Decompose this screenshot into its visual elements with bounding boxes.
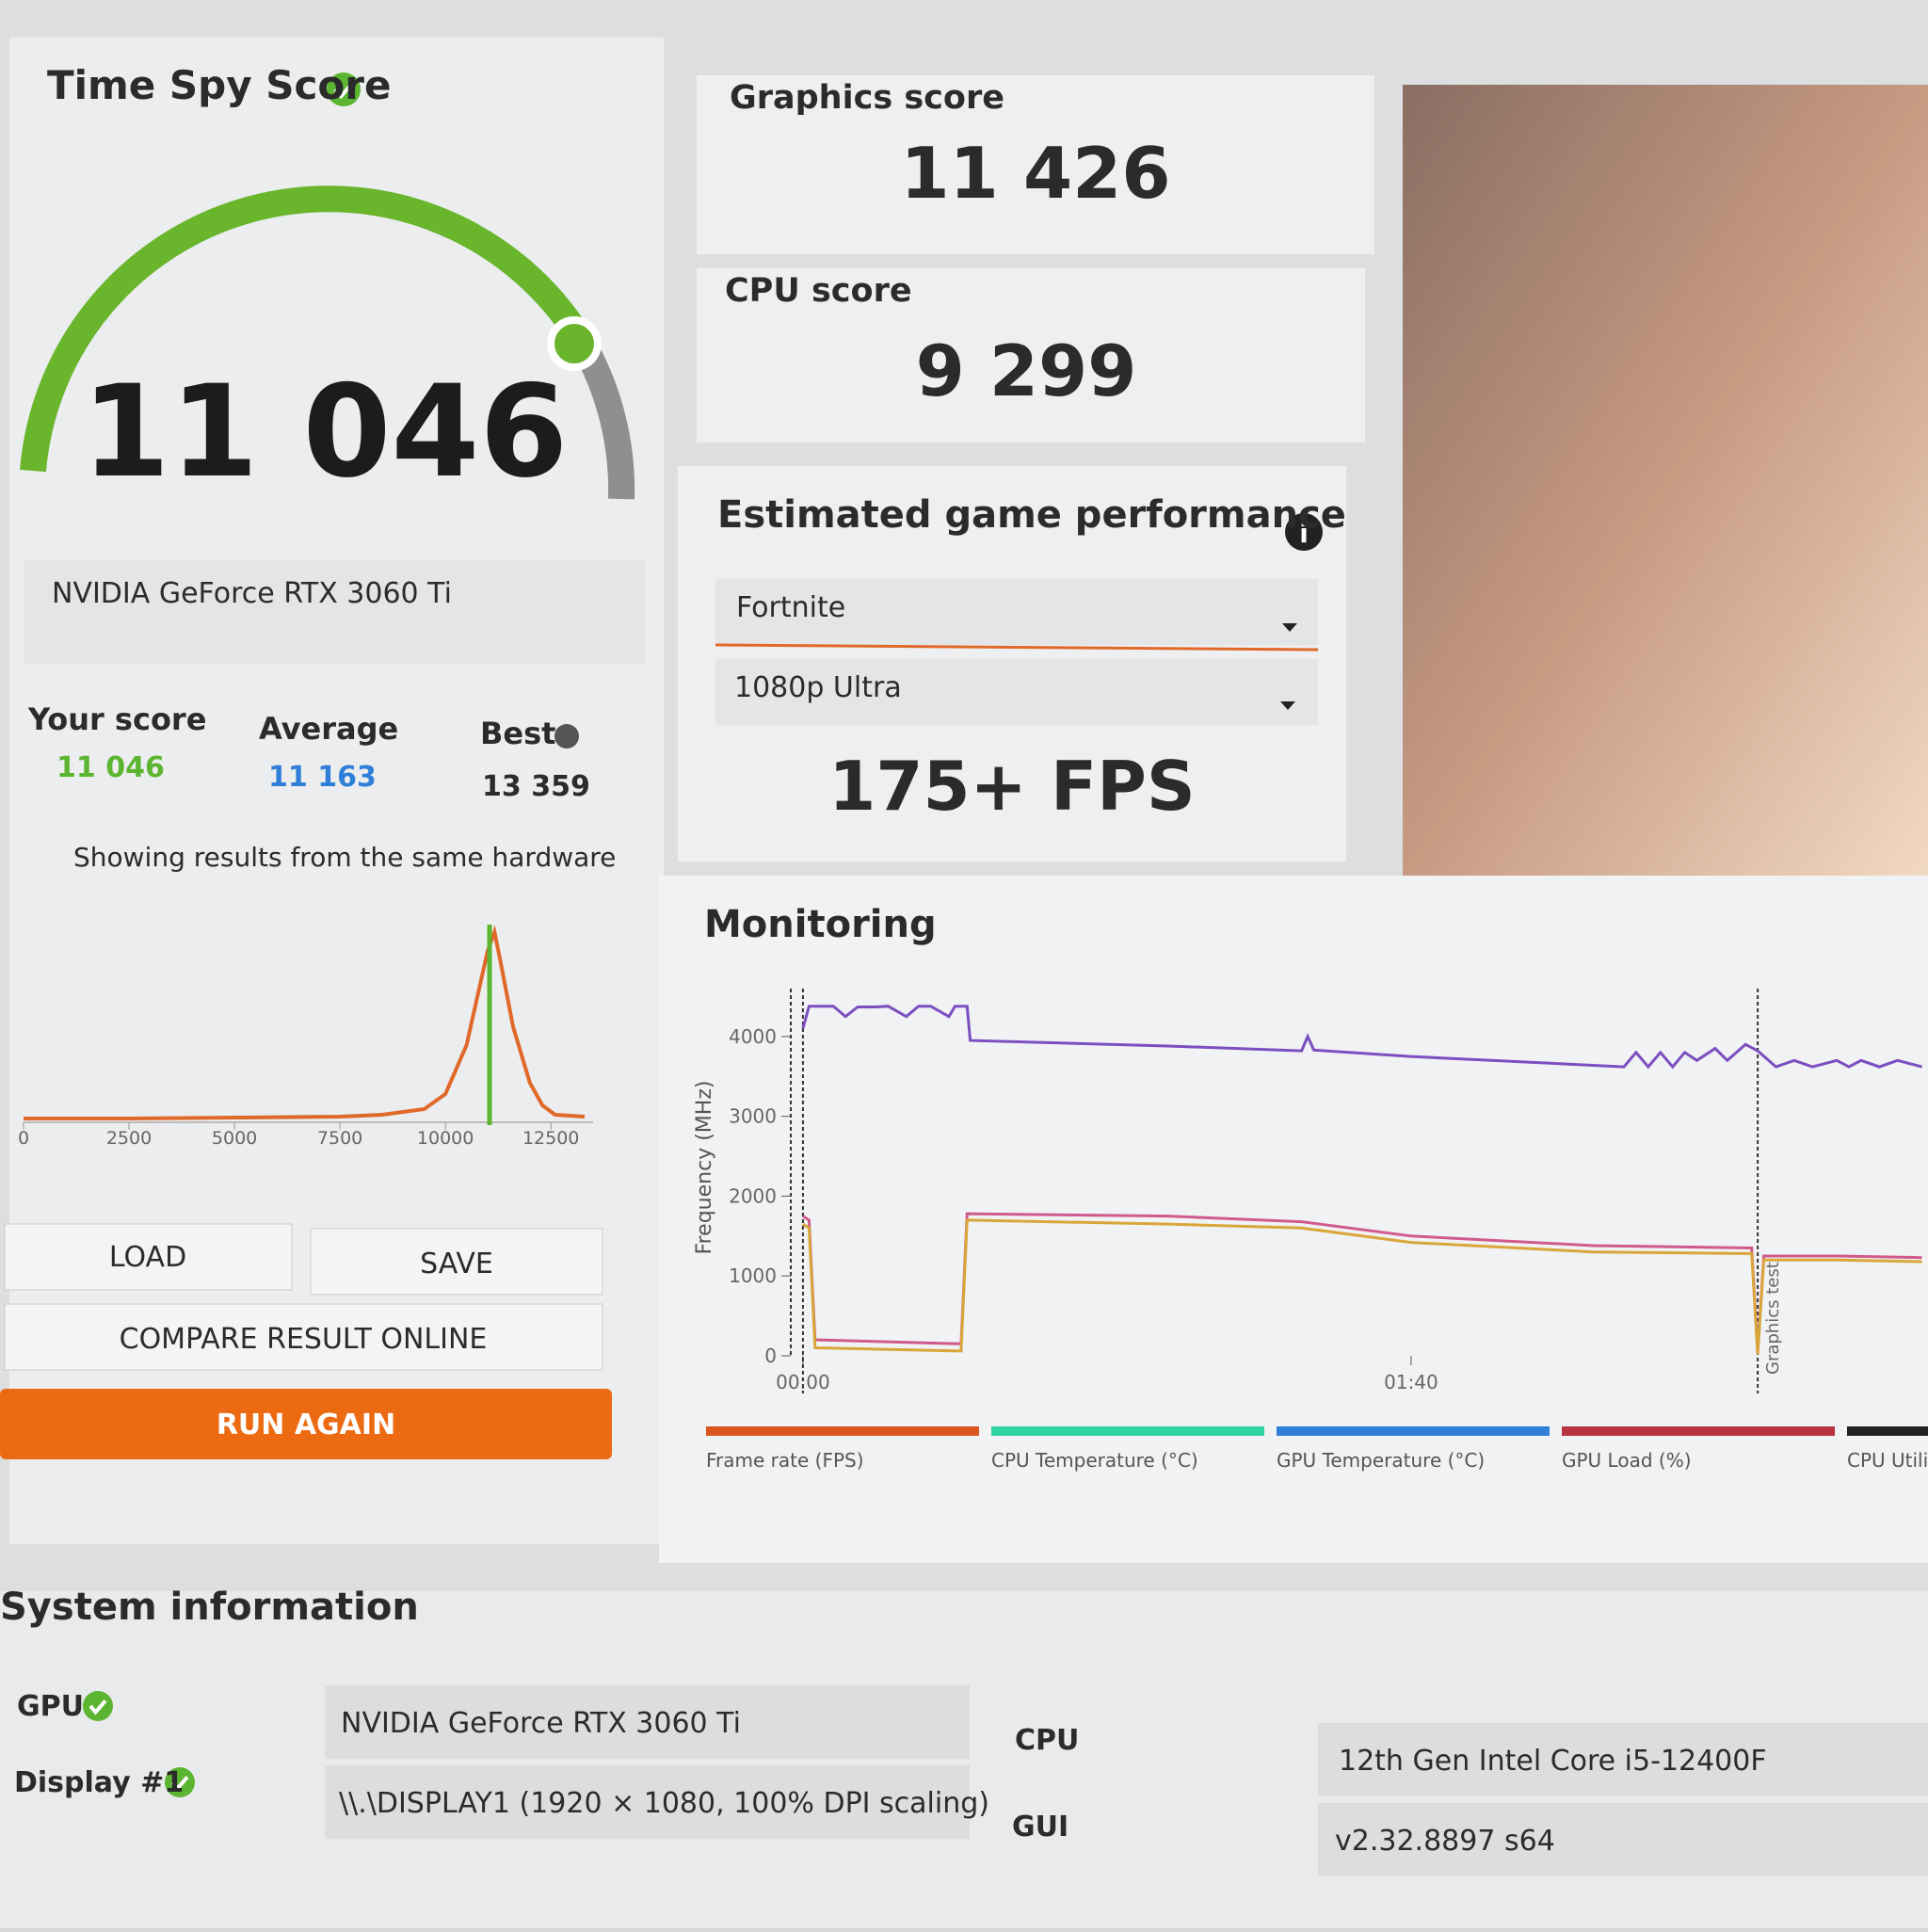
distribution-line <box>24 925 586 1120</box>
marker-label: Graphics test <box>1763 1262 1783 1375</box>
gui-label: GUI <box>1012 1811 1068 1843</box>
cpu-info-label: CPU <box>1015 1724 1079 1757</box>
legend-swatch <box>1847 1426 1928 1436</box>
game-title: Estimated game performance <box>717 493 1346 537</box>
run-again-button[interactable] <box>0 1389 612 1459</box>
load-button[interactable] <box>4 1223 293 1291</box>
cpu-value-box <box>1318 1723 1928 1796</box>
x-tick-label: 7500 <box>317 1128 362 1149</box>
gauge-knob <box>547 316 602 371</box>
display-value-box <box>325 1765 970 1839</box>
game[interactable]: Fortnite <box>736 591 845 624</box>
info-glyph: i <box>1299 518 1309 549</box>
gpu-value: NVIDIA GeForce RTX 3060 Ti <box>341 1707 741 1740</box>
check-mark <box>170 1776 189 1792</box>
cpu-label: CPU score <box>725 272 912 310</box>
info-icon[interactable] <box>1285 513 1323 551</box>
legend-label: Frame rate (FPS) <box>706 1449 864 1472</box>
gauge-arc <box>20 185 586 473</box>
legend-swatch <box>991 1426 1264 1436</box>
gpu-label: GPU <box>17 1690 84 1723</box>
legend-label: CPU Temperature (°C) <box>991 1449 1198 1472</box>
y-tick-label: 3000 <box>729 1105 777 1128</box>
best: 13 359 <box>482 770 590 803</box>
fps: 175+ FPS <box>828 747 1196 826</box>
preset-select[interactable] <box>715 659 1318 725</box>
y-tick-label: 0 <box>764 1344 777 1367</box>
legend-label: GPU Load (%) <box>1562 1449 1692 1472</box>
best-label: Best <box>480 716 555 751</box>
overall-score: 11 046 <box>82 358 569 506</box>
check-circle <box>83 1691 113 1721</box>
best-info-icon[interactable] <box>554 724 579 749</box>
monitor-line <box>801 1005 1922 1070</box>
cpu-score: 9 299 <box>916 330 1137 412</box>
legend-swatch <box>706 1426 979 1436</box>
monitor-line <box>802 1218 1922 1355</box>
y-tick-label: 4000 <box>729 1025 777 1048</box>
hardware-note: Showing results from the same hardware <box>73 842 616 873</box>
check-mark <box>333 82 354 100</box>
graphics-label: Graphics score <box>730 79 1004 117</box>
game-select[interactable] <box>715 579 1318 645</box>
game-image <box>1403 85 1928 876</box>
gpu-value-box <box>325 1685 970 1759</box>
score-title: Time Spy Score <box>47 62 391 108</box>
graphics-panel <box>697 75 1374 254</box>
compare-button[interactable] <box>4 1303 603 1371</box>
display-value: \\.\DISPLAY1 (1920 × 1080, 100% DPI scal… <box>339 1787 989 1820</box>
compare-label[interactable]: COMPARE RESULT ONLINE <box>120 1323 488 1356</box>
save-button[interactable] <box>310 1228 603 1296</box>
select-underline <box>715 643 1319 652</box>
display-label: Display #1 <box>14 1766 184 1799</box>
average: 11 163 <box>268 761 377 794</box>
x-tick-label: 5000 <box>212 1128 257 1149</box>
monitoring-panel <box>659 876 1928 1563</box>
gpu-box <box>24 560 645 664</box>
run-again-label[interactable]: RUN AGAIN <box>217 1409 395 1441</box>
graphics-score: 11 426 <box>900 132 1170 215</box>
system-title: System information <box>0 1586 419 1629</box>
check-circle <box>327 72 361 106</box>
legend-label: GPU Temperature (°C) <box>1277 1449 1485 1472</box>
legend-label: CPU Utili <box>1847 1449 1928 1472</box>
legend-swatch <box>1562 1426 1835 1436</box>
preset[interactable]: 1080p Ultra <box>734 671 902 704</box>
your-score: 11 046 <box>56 751 165 784</box>
x-tick-label: 10000 <box>417 1128 474 1149</box>
check-icons <box>83 72 361 1797</box>
legend-swatch <box>1277 1426 1550 1436</box>
monitoring-title: Monitoring <box>704 903 937 946</box>
load-label[interactable]: LOAD <box>109 1241 186 1274</box>
x-tick-label: 2500 <box>106 1128 152 1149</box>
average-label: Average <box>259 711 398 747</box>
y-axis-label: Frequency (MHz) <box>693 1081 716 1255</box>
check-circle <box>165 1767 195 1797</box>
your-score-label: Your score <box>27 701 206 737</box>
save-label[interactable]: SAVE <box>420 1248 493 1280</box>
gui-value: v2.32.8897 s64 <box>1335 1825 1555 1858</box>
gui-value-box <box>1318 1803 1928 1876</box>
x-tick-label: 0 <box>18 1128 29 1149</box>
cpu-panel <box>697 268 1365 443</box>
check-mark <box>88 1699 107 1715</box>
gpu-name: NVIDIA GeForce RTX 3060 Ti <box>52 577 452 610</box>
y-tick-label: 1000 <box>729 1264 777 1287</box>
y-tick-label: 2000 <box>729 1184 777 1207</box>
x-tick-label: 01:40 <box>1384 1371 1438 1393</box>
cpu-value: 12th Gen Intel Core i5-12400F <box>1339 1745 1767 1778</box>
x-tick-label: 12500 <box>522 1128 579 1149</box>
